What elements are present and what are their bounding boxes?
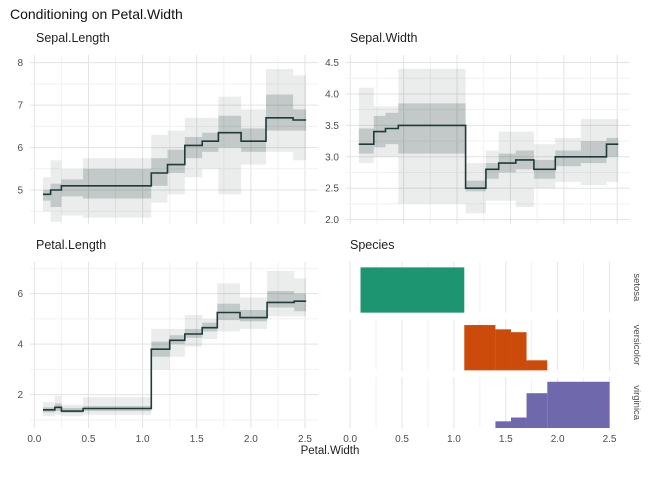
y-tick-label: 4 — [17, 340, 23, 351]
y-tick-label: 8 — [17, 58, 23, 69]
step-line — [43, 300, 307, 412]
x-tick-label: 1.5 — [499, 434, 513, 445]
facet-versicolor: versicolor — [349, 319, 642, 371]
x-tick-label: 1.5 — [190, 434, 204, 445]
x-tick-label: 0.5 — [395, 434, 409, 445]
histogram-bar — [510, 332, 527, 371]
histogram-bar — [547, 381, 610, 428]
y-tick-label: 2.0 — [325, 215, 339, 226]
y-tick-label: 4.5 — [325, 58, 339, 69]
y-tick-label: 2 — [17, 390, 23, 401]
panel-sepal-width: 4.5 4.0 3.5 3.0 2.5 2.0 — [325, 55, 630, 226]
y-axis-ticks: 8 7 6 5 — [17, 58, 23, 196]
histogram-bar — [526, 360, 548, 371]
panel-sepal-length: 8 7 6 5 — [17, 55, 318, 224]
panel-title-sepal-width: Sepal.Width — [350, 31, 418, 45]
y-tick-label: 3.0 — [325, 152, 339, 163]
y-tick-label: 7 — [17, 101, 23, 112]
gridlines — [30, 262, 318, 428]
x-tick-label: 0.5 — [82, 434, 96, 445]
x-axis-ticks: 0.0 0.5 1.0 1.5 2.0 2.5 — [27, 434, 312, 445]
y-tick-label: 6 — [17, 143, 23, 154]
x-tick-label: 2.0 — [244, 434, 258, 445]
facet-strip-label: virginica — [631, 385, 642, 421]
panel-title-species: Species — [350, 238, 395, 252]
y-tick-label: 3.5 — [325, 121, 339, 132]
y-tick-label: 6 — [17, 289, 23, 300]
facet-strip-label: setosa — [631, 273, 642, 302]
inner-band — [42, 94, 307, 208]
x-tick-label: 2.0 — [551, 434, 565, 445]
y-tick-label: 4.0 — [325, 89, 339, 100]
panel-title-sepal-length: Sepal.Length — [36, 31, 110, 45]
x-tick-label: 0.0 — [343, 434, 357, 445]
x-tick-label: 1.0 — [447, 434, 461, 445]
x-tick-label: 0.0 — [27, 434, 41, 445]
y-axis-ticks: 4.5 4.0 3.5 3.0 2.5 2.0 — [325, 58, 339, 226]
gridlines — [346, 55, 630, 224]
histogram-bar — [495, 329, 511, 371]
histogram-bar — [526, 393, 548, 428]
histogram-bar — [464, 325, 496, 371]
outer-band — [42, 69, 307, 222]
panel-title-petal-length: Petal.Length — [36, 238, 107, 252]
y-tick-label: 5 — [17, 186, 23, 197]
x-axis-label: Petal.Width — [300, 445, 360, 457]
x-tick-label: 2.5 — [298, 434, 312, 445]
chart-title: Conditioning on Petal.Width — [10, 6, 183, 22]
x-tick-label: 1.0 — [136, 434, 150, 445]
gridlines — [30, 55, 318, 224]
panel-petal-length: 6 4 2 0.0 0.5 1.0 1.5 2.0 2.5 — [17, 262, 318, 445]
histogram-bar — [495, 421, 511, 428]
step-line — [43, 117, 307, 196]
panel-species: setosa versicolor virginica 0.0 0.5 1.0 1.5 2.0… — [343, 262, 642, 445]
y-tick-label: 2.5 — [325, 184, 339, 195]
x-axis-ticks: 0.0 0.5 1.0 1.5 2.0 2.5 — [343, 434, 617, 445]
y-axis-ticks: 6 4 2 — [17, 289, 23, 401]
histogram-bar — [510, 417, 527, 428]
step-line — [358, 124, 619, 189]
histogram-bar — [360, 267, 465, 313]
facet-strip-label: versicolor — [631, 325, 642, 366]
facet-virginica: virginica — [349, 377, 642, 428]
facet-setosa: setosa — [349, 262, 642, 313]
x-tick-label: 2.5 — [603, 434, 617, 445]
